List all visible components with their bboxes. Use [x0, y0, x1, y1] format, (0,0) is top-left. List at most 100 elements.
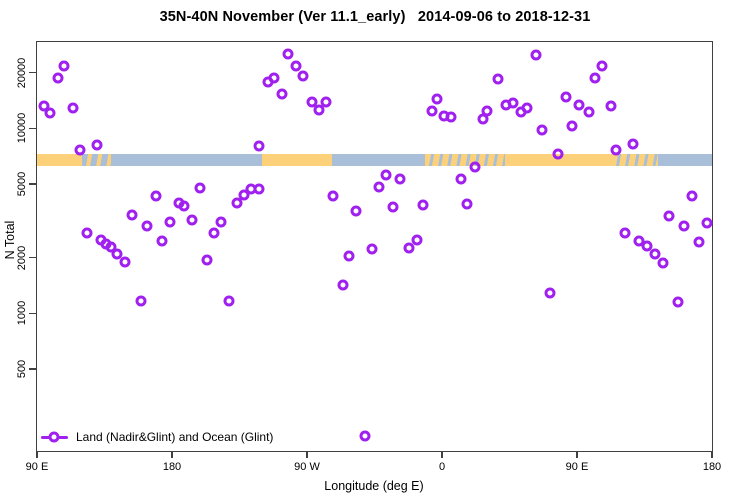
data-point	[343, 250, 355, 262]
data-point	[150, 190, 162, 202]
data-point	[223, 295, 235, 307]
data-point	[327, 190, 339, 202]
data-point	[119, 256, 131, 268]
x-tick-label: 180	[162, 461, 182, 473]
data-point	[238, 189, 250, 201]
band-segment	[110, 154, 262, 167]
data-point	[164, 216, 176, 228]
data-point	[268, 72, 280, 84]
data-point	[701, 217, 713, 229]
data-point	[135, 295, 147, 307]
data-point	[38, 100, 50, 112]
x-tick	[441, 451, 443, 458]
data-point	[44, 107, 56, 119]
data-point	[178, 200, 190, 212]
data-point	[560, 91, 572, 103]
data-point	[536, 124, 548, 136]
data-point	[686, 190, 698, 202]
data-point	[649, 248, 661, 260]
data-point	[387, 201, 399, 213]
data-point	[231, 197, 243, 209]
data-point	[657, 257, 669, 269]
x-tick-label: 0	[438, 461, 446, 473]
y-tick-label: 10000	[16, 113, 28, 144]
data-point	[530, 49, 542, 61]
band-segment	[505, 154, 612, 167]
band-segment	[82, 154, 111, 167]
data-point	[445, 111, 457, 123]
y-tick-label: 1000	[16, 301, 28, 326]
data-point	[276, 88, 288, 100]
data-point	[411, 234, 423, 246]
data-point	[215, 216, 227, 228]
data-point	[492, 73, 504, 85]
data-point	[431, 93, 443, 105]
band-segment	[425, 154, 505, 167]
data-point	[663, 210, 675, 222]
data-point	[380, 169, 392, 181]
data-point	[194, 182, 206, 194]
x-tick-label: 90 E	[25, 461, 49, 473]
data-point	[641, 240, 653, 252]
data-point	[619, 227, 631, 239]
y-tick	[29, 127, 36, 129]
x-tick	[36, 451, 38, 458]
data-point	[297, 70, 309, 82]
data-point	[74, 144, 86, 156]
data-point	[394, 173, 406, 185]
data-point	[253, 140, 265, 152]
data-point	[693, 236, 705, 248]
data-point	[186, 214, 198, 226]
data-point	[544, 287, 556, 299]
data-point	[52, 72, 64, 84]
data-point	[500, 99, 512, 111]
band-segment	[262, 154, 333, 167]
data-point	[596, 60, 608, 72]
x-tick	[171, 451, 173, 458]
legend: Land (Nadir&Glint) and Ocean (Glint)	[41, 430, 273, 444]
y-tick	[29, 71, 36, 74]
data-point	[350, 205, 362, 217]
y-tick	[29, 312, 36, 314]
data-point	[313, 104, 325, 116]
data-point	[141, 220, 153, 232]
data-point	[610, 144, 622, 156]
data-point	[461, 198, 473, 210]
band-segment	[37, 154, 82, 167]
band-segment	[658, 154, 712, 167]
y-tick	[29, 256, 36, 259]
x-tick	[576, 451, 578, 458]
data-point	[67, 102, 79, 114]
data-point	[105, 241, 117, 253]
data-point	[552, 148, 564, 160]
data-point	[573, 99, 585, 111]
x-tick-label: 90 E	[565, 461, 589, 473]
data-point	[455, 173, 467, 185]
data-point	[253, 183, 265, 195]
data-point	[91, 139, 103, 151]
data-point	[58, 60, 70, 72]
legend-marker-circle-icon	[48, 431, 60, 443]
x-tick	[711, 451, 713, 458]
data-point	[633, 235, 645, 247]
band-segment	[611, 154, 658, 167]
data-point	[208, 227, 220, 239]
data-point	[605, 100, 617, 112]
y-tick-label: 20000	[16, 57, 28, 88]
y-tick-label: 5000	[16, 171, 28, 197]
y-tick	[29, 183, 36, 185]
data-point	[366, 243, 378, 255]
legend-marker-line	[41, 431, 68, 443]
data-point	[359, 430, 371, 442]
data-point	[481, 105, 493, 117]
legend-label: Land (Nadir&Glint) and Ocean (Glint)	[76, 430, 274, 444]
chart-title: 35N-40N November (Ver 11.1_early) 2014-0…	[159, 9, 591, 25]
data-point	[111, 248, 123, 260]
data-point	[521, 102, 533, 114]
x-axis-title: Longitude (deg E)	[324, 479, 424, 493]
data-point	[417, 199, 429, 211]
data-point	[156, 235, 168, 247]
x-tick-label: 90 W	[294, 461, 320, 473]
x-tick-label: 180	[702, 461, 722, 473]
